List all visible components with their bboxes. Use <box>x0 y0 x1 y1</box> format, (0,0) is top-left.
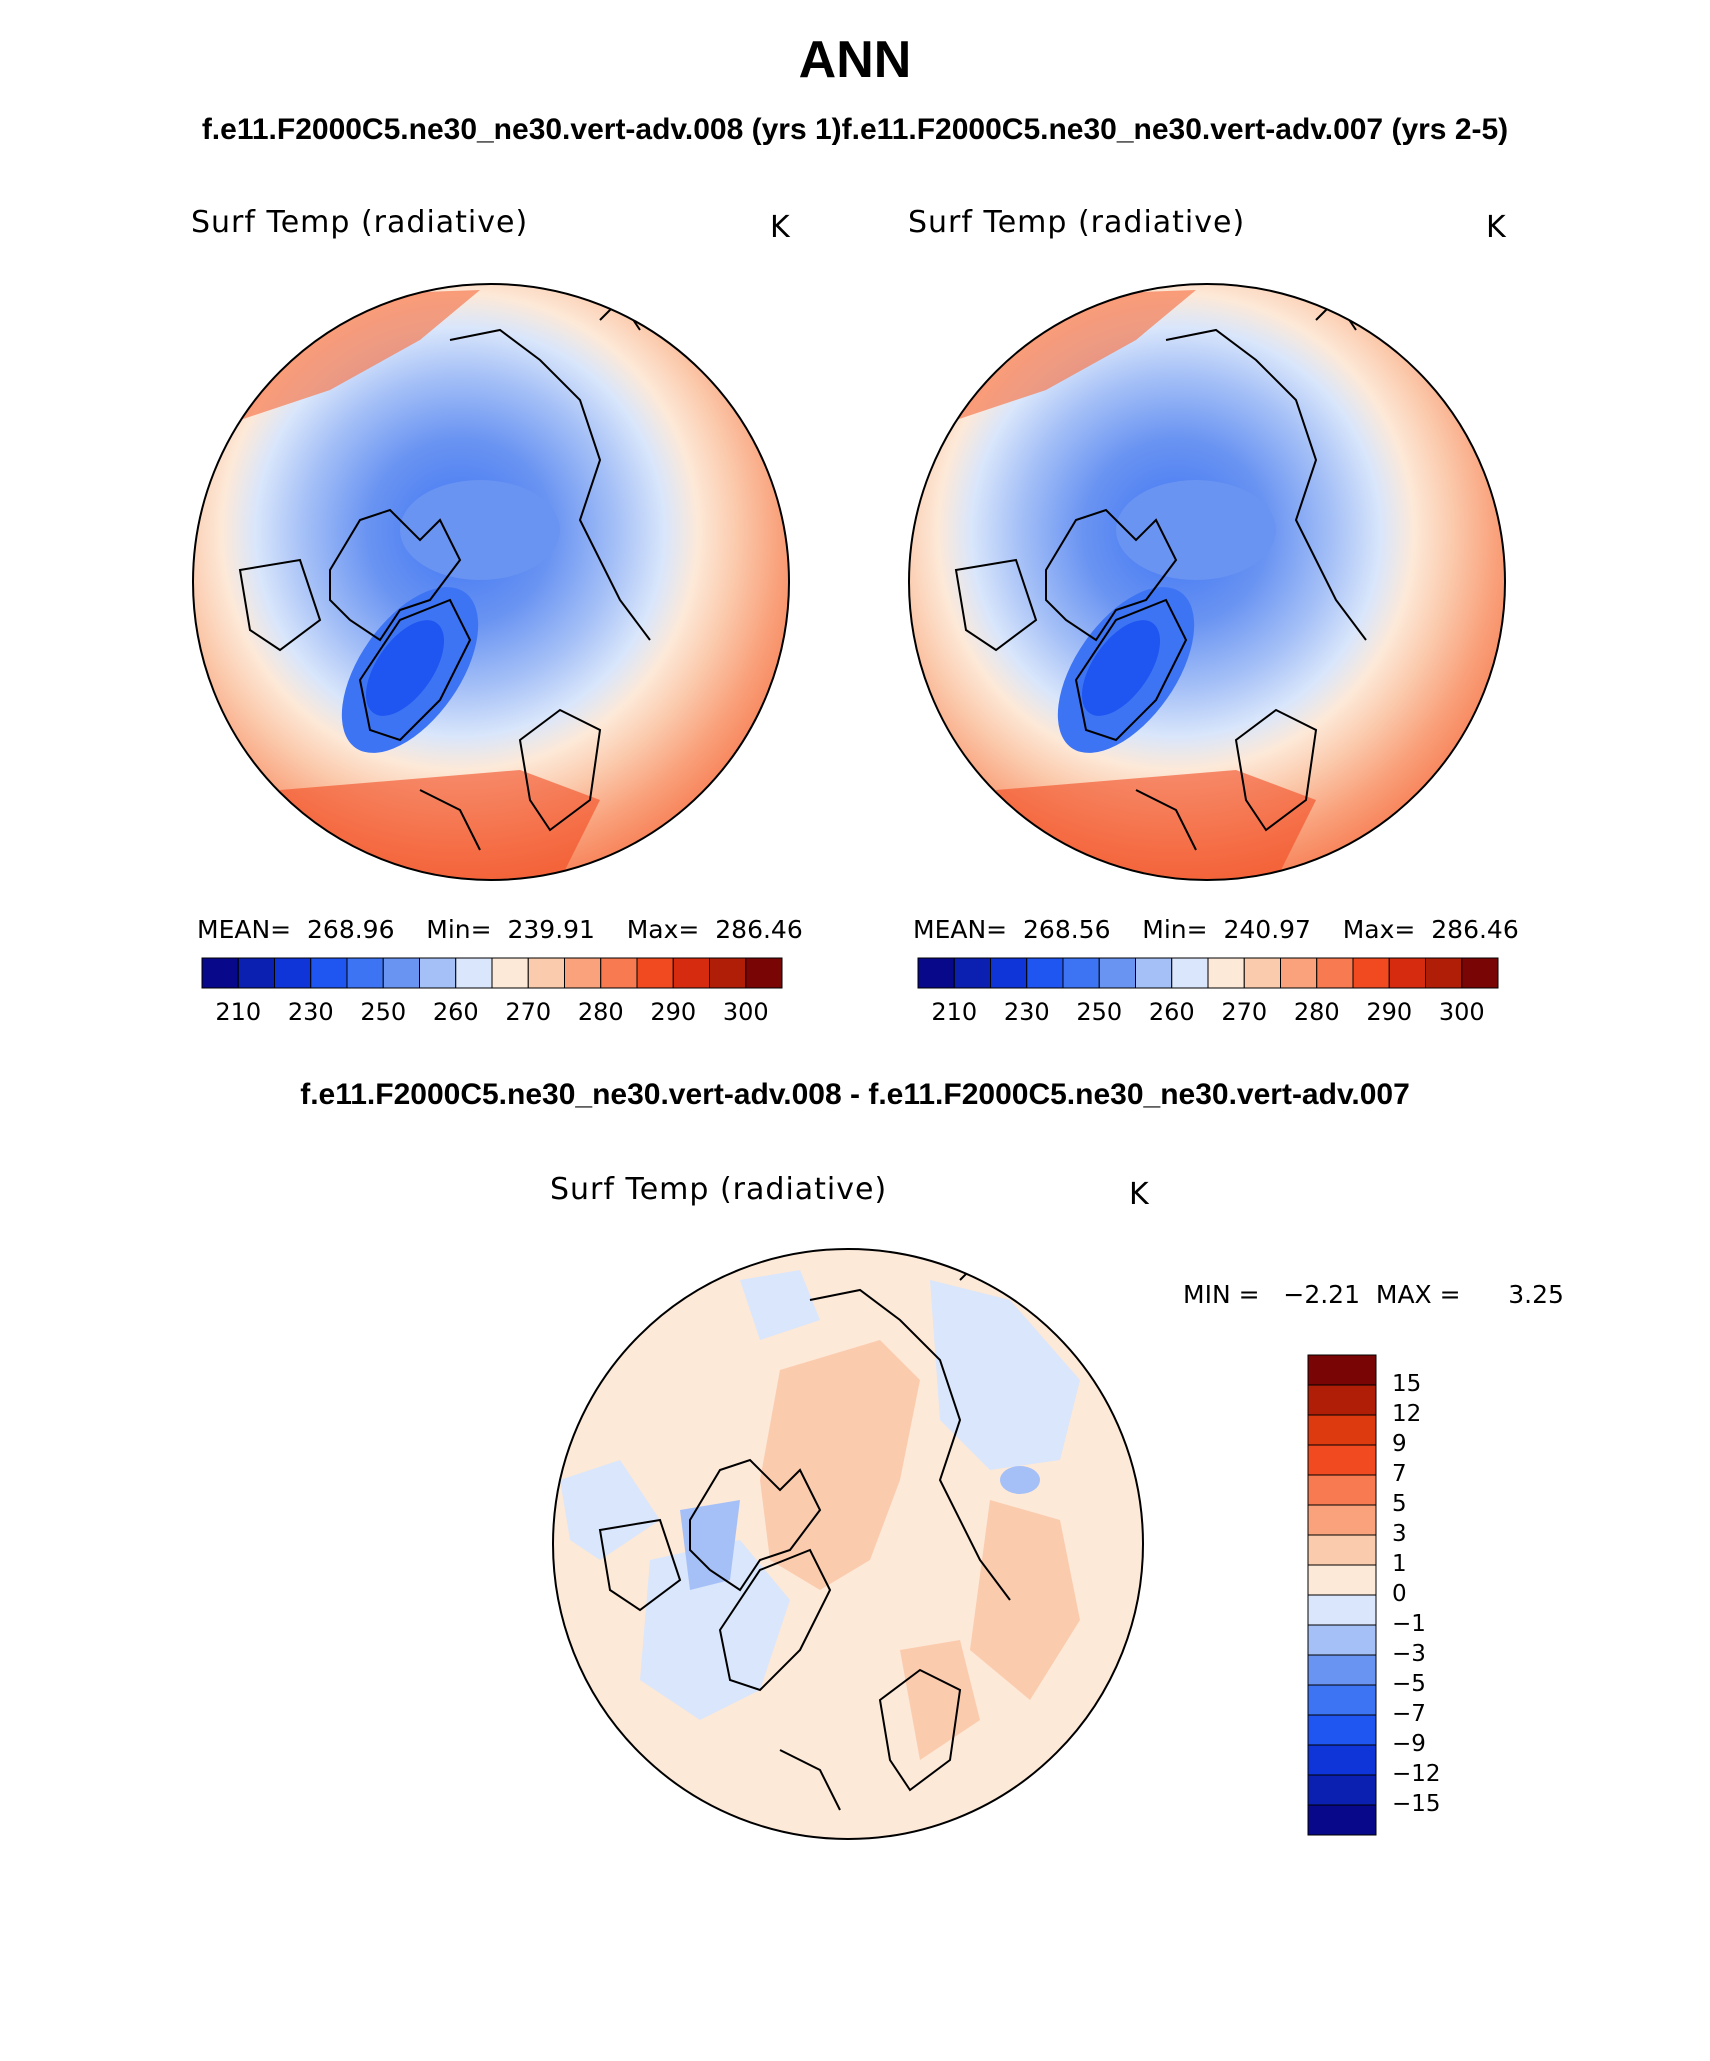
diff-colorbar-swatch <box>1307 1594 1377 1626</box>
diff-colorbar-label: 0 <box>1392 1581 1407 1607</box>
panel1-stats: MEAN= 268.96 Min= 239.91 Max= 286.46 <box>197 915 803 944</box>
diff-colorbar-swatch <box>1307 1474 1377 1506</box>
diff-colorbar-swatch <box>1307 1444 1377 1476</box>
panel1-colorbar-label: 260 <box>432 998 479 1026</box>
panel1-colorbar-swatch <box>527 957 565 989</box>
panel1-colorbar-swatch <box>491 957 529 989</box>
diff-colorbar-swatch <box>1307 1354 1377 1386</box>
panel1-colorbar-swatch <box>745 957 783 989</box>
panel2-colorbar-swatch <box>1461 957 1499 989</box>
panel2-variable-label: Surf Temp (radiative) <box>908 205 1246 240</box>
diff-colorbar-swatch <box>1307 1624 1377 1656</box>
diff-colorbar-label: −12 <box>1392 1761 1441 1787</box>
diff-colorbar-label: −7 <box>1392 1701 1426 1727</box>
panel2-colorbar-label: 270 <box>1221 998 1268 1026</box>
diff-colorbar-label: −9 <box>1392 1731 1426 1757</box>
diff-colorbar-label: −1 <box>1392 1611 1426 1637</box>
diff-colorbar-label: −5 <box>1392 1671 1426 1697</box>
case-names-title: f.e11.F2000C5.ne30_ne30.vert-adv.008 (yr… <box>201 113 1509 146</box>
panel2-colorbar-label: 250 <box>1076 998 1123 1026</box>
panel2-colorbar-swatch <box>1243 957 1281 989</box>
panel1-colorbar-label: 270 <box>505 998 552 1026</box>
diff-colorbar-swatch <box>1307 1744 1377 1776</box>
panel2-colorbar-label: 290 <box>1366 998 1413 1026</box>
panel2-units-label: K <box>1486 210 1507 245</box>
panel1-colorbar-label: 250 <box>360 998 407 1026</box>
panel2-colorbar-swatch <box>1388 957 1426 989</box>
panel2-colorbar-label: 230 <box>1003 998 1050 1026</box>
diff-colorbar-swatch <box>1307 1684 1377 1716</box>
diff-colorbar-swatch <box>1307 1714 1377 1746</box>
diff-colorbar-label: −15 <box>1392 1791 1441 1817</box>
diff-colorbar-swatch <box>1307 1384 1377 1416</box>
diff-colorbar-label: 9 <box>1392 1431 1407 1457</box>
diff-colorbar-label: 12 <box>1392 1401 1422 1427</box>
panel2-colorbar-labels: 210 230 250 260 270 280 290 300 <box>918 998 1498 1028</box>
panel1-colorbar-swatch <box>201 957 239 989</box>
panel1-colorbar-swatch <box>237 957 275 989</box>
panel2-colorbar-swatch <box>953 957 991 989</box>
page-title: ANN <box>798 31 912 89</box>
panel1-colorbar-label: 290 <box>650 998 697 1026</box>
diff-colorbar-swatch <box>1307 1414 1377 1446</box>
diff-colorbar-swatch <box>1307 1654 1377 1686</box>
panel2-colorbar-label: 300 <box>1438 998 1485 1026</box>
panel2-colorbar-swatch <box>990 957 1028 989</box>
panel2-colorbar-swatch <box>1062 957 1100 989</box>
panel2-colorbar-swatch <box>1207 957 1245 989</box>
diff-colorbar-label: 1 <box>1392 1551 1407 1577</box>
diff-colorbar <box>1307 1354 1377 1836</box>
panel2-colorbar-swatch <box>1135 957 1173 989</box>
panel1-colorbar <box>201 957 783 989</box>
panel2-colorbar-swatch <box>1352 957 1390 989</box>
panel2-stats: MEAN= 268.56 Min= 240.97 Max= 286.46 <box>913 915 1519 944</box>
panel1-colorbar-swatch <box>600 957 638 989</box>
panel2-colorbar-swatch <box>1280 957 1318 989</box>
panel1-colorbar-swatch <box>672 957 710 989</box>
panel1-units-label: K <box>770 210 791 245</box>
panel1-colorbar-labels: 210 230 250 260 270 280 290 300 <box>202 998 782 1028</box>
panel1-colorbar-swatch <box>382 957 420 989</box>
diff-colorbar-swatch <box>1307 1534 1377 1566</box>
diff-colorbar-swatch <box>1307 1504 1377 1536</box>
panel2-colorbar-swatch <box>1316 957 1354 989</box>
panel2-colorbar <box>917 957 1499 989</box>
panel1-colorbar-label: 280 <box>577 998 624 1026</box>
diff-colorbar-label: 7 <box>1392 1461 1407 1487</box>
difference-title: f.e11.F2000C5.ne30_ne30.vert-adv.008 - f… <box>300 1078 1410 1111</box>
diff-colorbar-swatch <box>1307 1564 1377 1596</box>
diff-colorbar-swatch <box>1307 1804 1377 1836</box>
diff-colorbar-label: 5 <box>1392 1491 1407 1517</box>
panel1-colorbar-swatch <box>455 957 493 989</box>
panel1-colorbar-swatch <box>274 957 312 989</box>
panel1-colorbar-swatch <box>346 957 384 989</box>
panel2-colorbar-swatch <box>1026 957 1064 989</box>
diff-colorbar-label: 3 <box>1392 1521 1407 1547</box>
panel1-colorbar-swatch <box>419 957 457 989</box>
diff-minmax-stats: MIN = −2.21 MAX = 3.25 <box>1183 1280 1564 1309</box>
diff-units-label: K <box>1129 1177 1150 1212</box>
panel1-colorbar-label: 210 <box>215 998 262 1026</box>
panel1-colorbar-label: 300 <box>722 998 769 1026</box>
panel1-colorbar-label: 230 <box>287 998 334 1026</box>
diff-colorbar-label: 15 <box>1392 1371 1422 1397</box>
panel2-colorbar-swatch <box>1171 957 1209 989</box>
panel2-colorbar-swatch <box>1425 957 1463 989</box>
panel2-colorbar-label: 280 <box>1293 998 1340 1026</box>
diff-colorbar-labels: 15 12 9 7 5 3 1 0 −1 −3 −5 −7 −9 −12 −15 <box>1392 1355 1462 1835</box>
diff-colorbar-label: −3 <box>1392 1641 1426 1667</box>
panel1-colorbar-swatch <box>636 957 674 989</box>
diff-variable-label: Surf Temp (radiative) <box>550 1172 888 1207</box>
panel1-variable-label: Surf Temp (radiative) <box>191 205 529 240</box>
diff-colorbar-swatch <box>1307 1774 1377 1806</box>
panel2-colorbar-label: 210 <box>931 998 978 1026</box>
panel2-colorbar-label: 260 <box>1148 998 1195 1026</box>
